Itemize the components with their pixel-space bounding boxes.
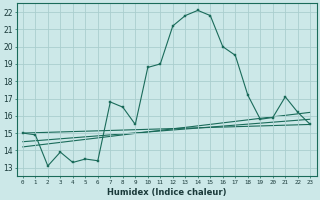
X-axis label: Humidex (Indice chaleur): Humidex (Indice chaleur) <box>107 188 226 197</box>
